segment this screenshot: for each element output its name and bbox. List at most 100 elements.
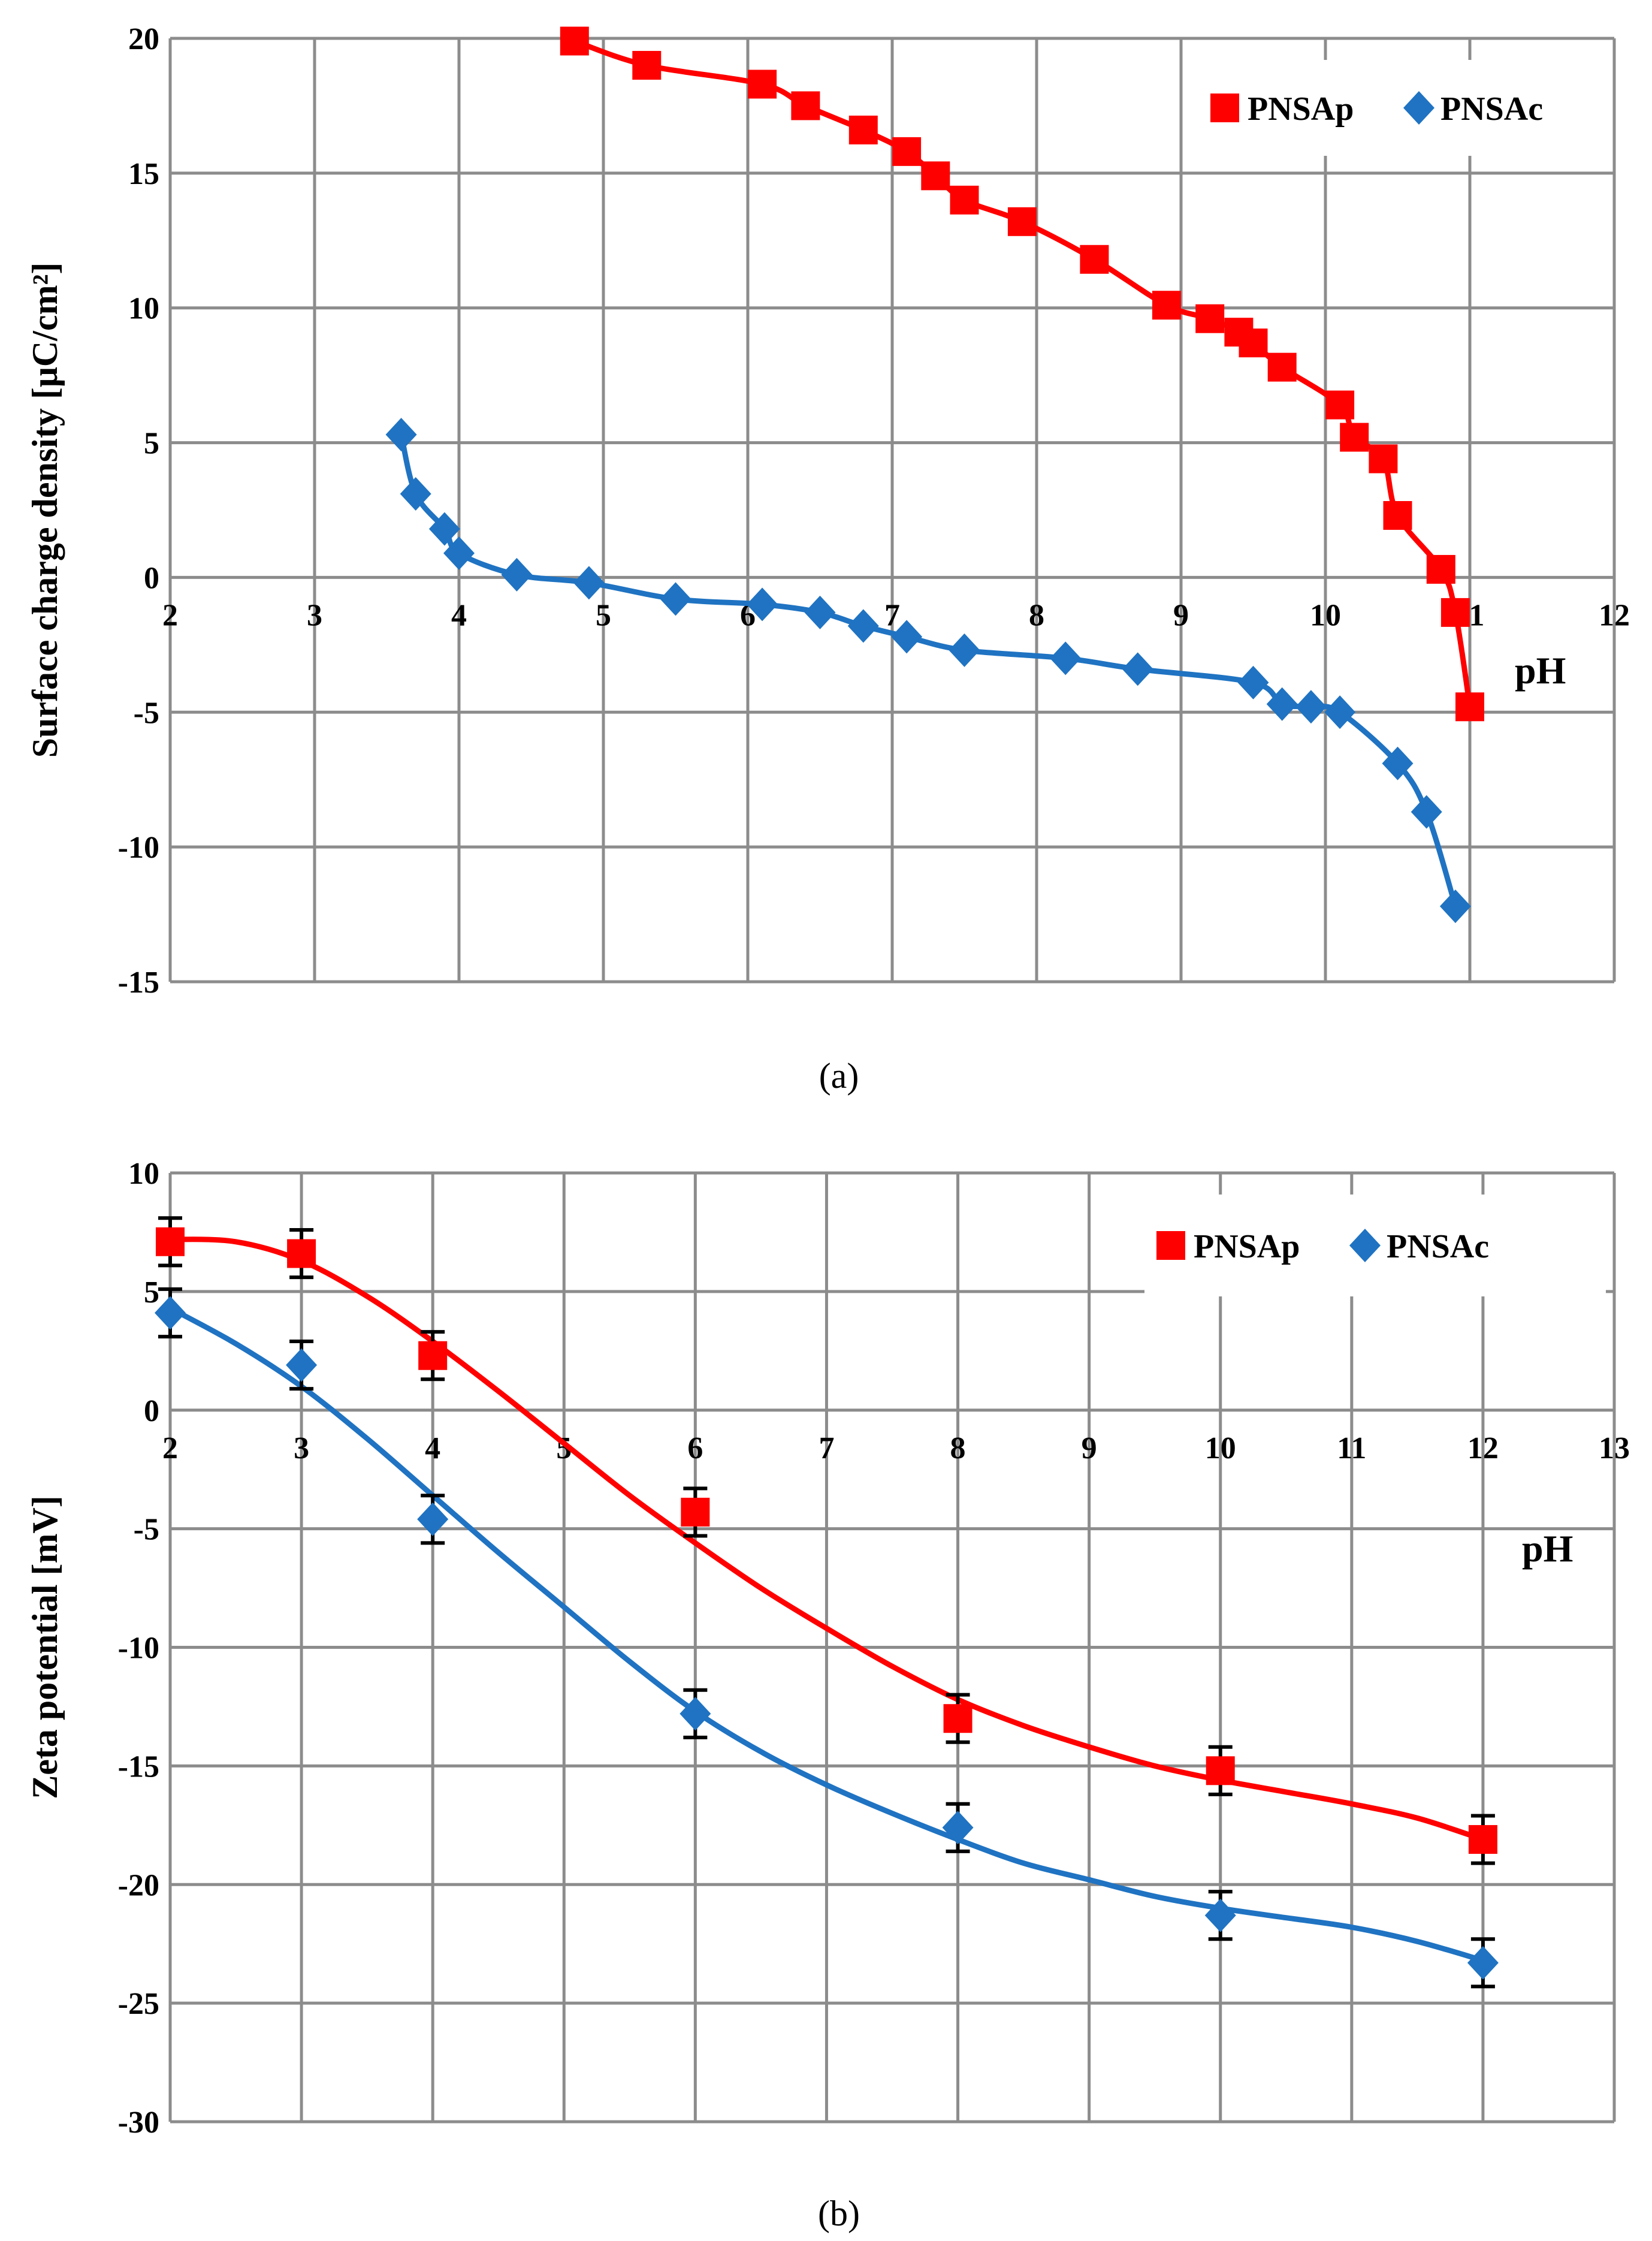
panel-a-series-line-pnsac [398, 432, 1458, 909]
panel-a-point-pnsac [385, 418, 417, 452]
panel-a-legend-marker-1 [1403, 91, 1434, 125]
panel-a-legend-marker-0 [1210, 93, 1239, 122]
panel-b-x-tick-label: 13 [1599, 1431, 1630, 1465]
panel-b-y-tick-label: -30 [118, 2106, 159, 2140]
panel-a-x-tick-label: 10 [1310, 598, 1341, 632]
panel-b-x-tick-label: 8 [950, 1431, 966, 1465]
panel-a-label: (a) [819, 1056, 859, 1096]
panel-a-y-tick-label: 10 [128, 292, 159, 326]
panel-a-y-tick-label: 0 [144, 561, 159, 595]
panel-a-point-pnsac [1324, 695, 1356, 729]
panel-b-label: (b) [818, 2194, 860, 2233]
panel-b-x-tick-label: 11 [1337, 1431, 1366, 1465]
panel-a-x-tick-label: 9 [1173, 598, 1189, 632]
panel-b-point-pnsap [1206, 1756, 1235, 1785]
panel-a-point-pnsap [848, 115, 878, 144]
panel-a-point-pnsap [1455, 692, 1484, 722]
panel-b-point-pnsac [155, 1296, 186, 1330]
panel-a-point-pnsac [1382, 746, 1414, 780]
panel-b-x-tick-label: 10 [1205, 1431, 1236, 1465]
panel-a-point-pnsac [949, 633, 980, 667]
panel-a-legend-box [1198, 60, 1606, 156]
panel-b-x-tick-label: 7 [819, 1431, 834, 1465]
panel-a-y-tick-label: -10 [118, 831, 159, 865]
panel-a-point-pnsap [560, 26, 589, 56]
panel-b-legend-marker-0 [1156, 1231, 1185, 1260]
panel-a-point-pnsap [1340, 423, 1369, 452]
panel-b-y-tick-label: -10 [118, 1631, 159, 1666]
panel-b-y-axis-label: Zeta potential [mV] [25, 1495, 65, 1799]
panel-a-point-pnsac [443, 536, 475, 570]
panel-b-y-tick-label: 5 [144, 1275, 159, 1310]
panel-b-y-tick-label: 10 [128, 1157, 159, 1191]
panel-a-x-tick-label: 5 [596, 598, 611, 632]
panel-a-point-pnsac [660, 582, 691, 616]
panel-a-point-pnsap [1426, 554, 1455, 584]
panel-a-point-pnsac [747, 587, 778, 622]
panel-b-x-tick-label: 12 [1467, 1431, 1499, 1465]
panel-b-x-tick-label: 6 [687, 1431, 703, 1465]
panel-b-y-tick-label: 0 [144, 1394, 159, 1428]
panel-a-point-pnsac [1411, 795, 1442, 829]
panel-a-point-pnsac [1439, 889, 1471, 924]
panel-a-y-tick-label: 15 [128, 157, 159, 191]
panel-b-point-pnsap [943, 1704, 973, 1733]
panel-a-point-pnsac [1122, 652, 1153, 686]
panel-a-legend-label-0: PNSAp [1248, 91, 1354, 128]
panel-a-y-tick-label: -5 [134, 696, 159, 730]
panel-a-point-pnsac [891, 620, 923, 654]
panel-a-point-pnsap [1080, 245, 1109, 274]
panel-a-point-pnsap [791, 91, 820, 120]
panel-b-x-tick-label: 3 [294, 1431, 309, 1465]
panel-b-y-tick-label: -20 [118, 1868, 159, 1902]
panel-a-point-pnsap [1007, 207, 1037, 236]
panel-a-point-pnsap [1325, 390, 1355, 420]
panel-a-point-pnsap [1152, 291, 1181, 320]
panel-b-x-tick-label: 9 [1082, 1431, 1097, 1465]
panel-b-legend-marker-1 [1349, 1229, 1381, 1262]
panel-b-series-line-pnsac [167, 1305, 1486, 1963]
panel-b-point-pnsac [942, 1811, 974, 1845]
panel-b-point-pnsac [1467, 1946, 1499, 1980]
panel-a-legend-label-1: PNSAc [1440, 91, 1543, 128]
panel-b-legend-label-0: PNSAp [1194, 1228, 1300, 1265]
panel-a-point-pnsap [748, 70, 777, 99]
panel-a-point-pnsap [1239, 328, 1268, 358]
panel-b-point-pnsac [1204, 1898, 1236, 1932]
panel-a-point-pnsap [1369, 444, 1398, 473]
panel-b-point-pnsac [417, 1502, 449, 1536]
panel-b-x-axis-label: pH [1522, 1527, 1573, 1570]
panel-a-x-tick-label: 12 [1599, 598, 1630, 632]
panel-a-point-pnsap [950, 185, 979, 215]
panel-a-y-tick-label: -15 [118, 966, 159, 1000]
panel-a-point-pnsac [1266, 687, 1298, 721]
panel-a-x-tick-label: 8 [1029, 598, 1044, 632]
panel-a-x-tick-label: 7 [884, 598, 900, 632]
panel-a-point-pnsac [428, 512, 460, 546]
panel-a-point-pnsac [573, 566, 605, 600]
panel-a-point-pnsac [847, 609, 879, 643]
panel-b-y-tick-label: -15 [118, 1750, 159, 1784]
panel-b-point-pnsac [286, 1348, 318, 1382]
panel-a-y-tick-label: 5 [144, 427, 159, 461]
panel-b-y-tick-label: -25 [118, 1987, 159, 2021]
panel-a-y-tick-label: 20 [128, 22, 159, 56]
panel-a-point-pnsap [892, 137, 922, 166]
panel-a-x-tick-label: 2 [162, 598, 178, 632]
panel-b-point-pnsap [1468, 1825, 1497, 1854]
panel-a-x-tick-label: 4 [451, 598, 467, 632]
panel-a-point-pnsap [1267, 352, 1297, 382]
panel-b-point-pnsap [287, 1239, 316, 1268]
panel-b-series-line-pnsap [167, 1236, 1486, 1842]
panel-b-legend-label-1: PNSAc [1387, 1228, 1489, 1265]
panel-b-point-pnsac [679, 1697, 711, 1731]
panel-b-x-tick-label: 4 [425, 1431, 440, 1465]
panel-a-point-pnsap [1440, 598, 1470, 627]
panel-a-point-pnsac [1050, 641, 1082, 675]
panel-a-x-axis-label: pH [1515, 649, 1566, 692]
panel-a-point-pnsap [632, 50, 662, 80]
panel-a-y-axis-label: Surface charge density [μC/cm²] [25, 263, 65, 758]
panel-a-point-pnsac [804, 595, 836, 629]
